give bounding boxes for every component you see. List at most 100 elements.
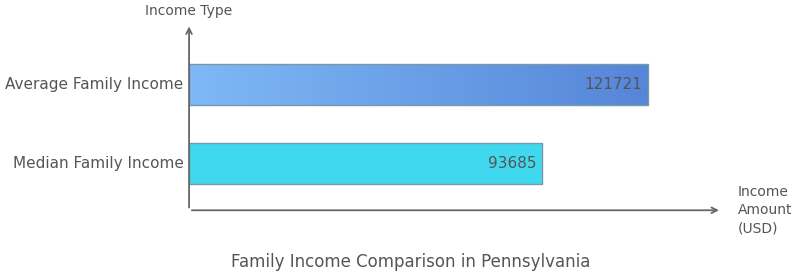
Bar: [382, 65, 383, 105]
Bar: [562, 65, 563, 105]
Bar: [291, 65, 293, 105]
Bar: [294, 65, 296, 105]
Bar: [586, 65, 588, 105]
Bar: [403, 65, 405, 105]
Bar: [501, 65, 502, 105]
Bar: [415, 65, 417, 105]
Bar: [588, 65, 590, 105]
Bar: [542, 65, 544, 105]
Bar: [405, 65, 406, 105]
Bar: [582, 65, 583, 105]
Bar: [290, 65, 291, 105]
Bar: [311, 65, 313, 105]
Bar: [487, 65, 489, 105]
Bar: [227, 65, 229, 105]
Bar: [270, 65, 272, 105]
Bar: [546, 65, 548, 105]
Bar: [246, 65, 247, 105]
Bar: [279, 65, 281, 105]
Bar: [348, 65, 350, 105]
Bar: [614, 65, 615, 105]
Bar: [234, 65, 235, 105]
Bar: [388, 65, 390, 105]
Text: Income
Amount
(USD): Income Amount (USD): [738, 185, 792, 236]
Bar: [392, 65, 394, 105]
Bar: [302, 65, 304, 105]
Bar: [536, 65, 538, 105]
Bar: [603, 65, 605, 105]
Bar: [507, 65, 509, 105]
Bar: [434, 65, 435, 105]
Bar: [642, 65, 643, 105]
Bar: [390, 65, 391, 105]
Bar: [322, 65, 323, 105]
Bar: [262, 65, 264, 105]
Bar: [334, 65, 336, 105]
Bar: [449, 65, 450, 105]
Bar: [276, 65, 278, 105]
Bar: [217, 65, 218, 105]
Bar: [524, 65, 526, 105]
Bar: [510, 65, 512, 105]
Bar: [489, 65, 490, 105]
Bar: [313, 65, 314, 105]
Bar: [482, 65, 484, 105]
Bar: [289, 65, 290, 105]
Bar: [209, 65, 210, 105]
Bar: [581, 65, 582, 105]
Bar: [455, 65, 457, 105]
Bar: [224, 65, 226, 105]
Bar: [590, 65, 591, 105]
Bar: [249, 65, 250, 105]
Bar: [244, 65, 246, 105]
Bar: [512, 65, 513, 105]
Bar: [643, 65, 645, 105]
Bar: [203, 65, 204, 105]
Bar: [266, 65, 267, 105]
Bar: [406, 65, 408, 105]
Bar: [370, 65, 371, 105]
Bar: [565, 65, 566, 105]
Bar: [197, 65, 198, 105]
Bar: [596, 65, 598, 105]
Bar: [492, 65, 494, 105]
Bar: [363, 65, 365, 105]
Bar: [342, 65, 343, 105]
Bar: [622, 65, 623, 105]
Bar: [259, 65, 261, 105]
Bar: [330, 65, 331, 105]
Bar: [354, 65, 356, 105]
Bar: [346, 65, 348, 105]
Bar: [427, 65, 429, 105]
Bar: [556, 65, 558, 105]
Bar: [409, 65, 410, 105]
Bar: [338, 65, 339, 105]
Bar: [570, 65, 571, 105]
Bar: [375, 65, 377, 105]
Bar: [212, 65, 214, 105]
Bar: [618, 65, 620, 105]
Bar: [189, 65, 648, 105]
Bar: [640, 65, 642, 105]
Bar: [226, 65, 227, 105]
Bar: [538, 65, 539, 105]
Bar: [328, 65, 330, 105]
Bar: [454, 65, 455, 105]
Bar: [566, 65, 568, 105]
Bar: [432, 65, 434, 105]
Bar: [308, 65, 310, 105]
Bar: [548, 65, 550, 105]
Bar: [417, 65, 418, 105]
Bar: [550, 65, 551, 105]
Bar: [534, 65, 536, 105]
Bar: [261, 65, 262, 105]
Bar: [504, 65, 506, 105]
Bar: [474, 65, 475, 105]
Bar: [561, 65, 562, 105]
Bar: [238, 65, 239, 105]
Bar: [299, 65, 301, 105]
Bar: [326, 65, 328, 105]
Bar: [418, 65, 420, 105]
Bar: [443, 65, 444, 105]
Bar: [509, 65, 510, 105]
